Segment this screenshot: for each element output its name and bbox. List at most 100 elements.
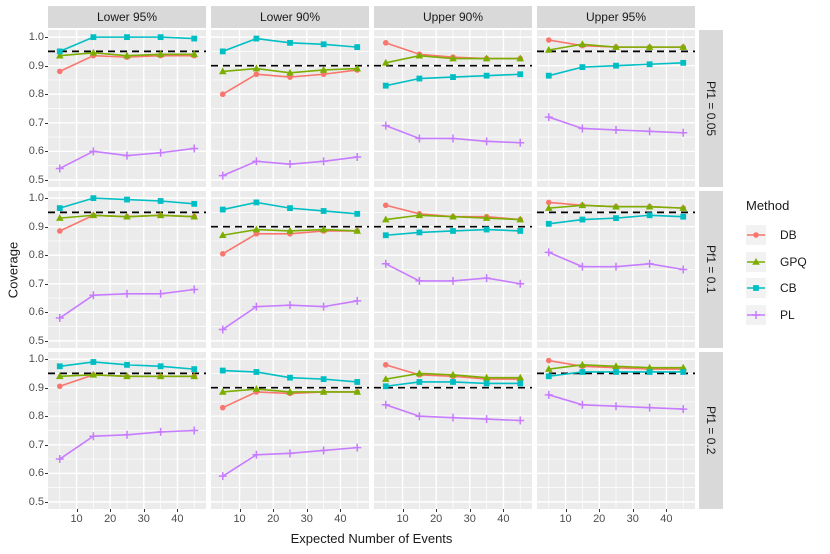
db-point — [382, 202, 389, 209]
gpq-point — [645, 43, 654, 50]
x-tick-label: 10 — [70, 513, 83, 525]
y-tick-label: 0.7 — [28, 438, 44, 451]
pl-point — [218, 472, 227, 481]
gpq-point — [252, 225, 261, 233]
panel-lower90-pf1005 — [211, 30, 369, 187]
y-tick-mark — [45, 198, 48, 200]
x-tick-mark — [340, 509, 342, 512]
gpq-point — [89, 370, 98, 378]
db-point — [382, 362, 389, 368]
x-axis-title: Expected Number of Events — [290, 531, 453, 546]
gpq-point — [449, 212, 457, 220]
y-tick-label: 0.6 — [28, 467, 44, 480]
pl-point — [89, 432, 98, 441]
cb-point — [545, 72, 552, 79]
panel-lower95-pf1005 — [48, 30, 206, 187]
gpq-point — [123, 51, 131, 59]
x-tick-label: 10 — [559, 513, 572, 525]
cb-point — [517, 71, 524, 78]
y-tick-label: 0.6 — [28, 145, 44, 158]
gpq-point — [286, 387, 294, 395]
y-tick-label: 0.9 — [28, 59, 44, 72]
pl-point — [449, 276, 457, 285]
pl-point — [516, 138, 525, 147]
legend-label-gpq: GPQ — [780, 254, 807, 269]
legend-key-triangle-icon — [746, 251, 766, 272]
cb-point — [450, 379, 456, 385]
cb-point — [646, 61, 653, 68]
cb-point — [90, 195, 97, 202]
pl-point — [415, 276, 424, 285]
pl-point — [286, 449, 294, 458]
db-point — [545, 199, 552, 206]
gpq-point — [482, 373, 491, 381]
cb-point — [613, 215, 619, 222]
gpq-point — [353, 226, 362, 234]
db-point — [320, 71, 327, 78]
pl-point — [353, 153, 362, 162]
legend-label-db: DB — [780, 228, 797, 242]
gpq-point — [415, 51, 424, 59]
facet-strip-lower95: Lower 95% — [48, 6, 206, 28]
gpq-point — [482, 214, 491, 221]
cb-point — [320, 208, 327, 214]
db-point — [253, 71, 260, 78]
y-tick-mark — [45, 122, 48, 124]
pl-point — [190, 426, 199, 435]
cb-point — [450, 228, 456, 234]
pl-point — [252, 157, 261, 166]
pl-point — [679, 128, 688, 137]
cb-point — [416, 229, 423, 236]
gpq-point — [544, 365, 553, 372]
y-tick-label: 0.6 — [28, 306, 44, 319]
cb-point — [124, 34, 130, 41]
gpq-point — [578, 360, 587, 368]
db-point — [56, 228, 63, 234]
pl-point — [286, 160, 294, 169]
cb-point — [613, 62, 619, 69]
cb-point — [680, 59, 687, 66]
gpq-point — [578, 201, 587, 209]
gpq-point — [449, 54, 457, 62]
db-point — [56, 383, 63, 390]
gpq-point — [415, 369, 424, 377]
y-tick-label: 0.5 — [28, 173, 44, 186]
cb-point — [646, 369, 653, 375]
cb-point — [753, 285, 759, 291]
db-point — [253, 231, 260, 237]
cb-point — [90, 34, 97, 41]
panel-upper90-pf1005 — [374, 30, 532, 187]
pl-point — [612, 262, 620, 271]
cb-point — [483, 72, 490, 79]
pl-point — [252, 450, 261, 459]
x-tick-label: 30 — [137, 513, 150, 525]
cb-point — [680, 369, 687, 375]
y-tick-label: 0.5 — [28, 495, 44, 508]
y-tick-label: 0.8 — [28, 88, 44, 101]
pl-point — [449, 413, 457, 422]
gpq-point — [645, 202, 654, 210]
y-tick-label: 1.0 — [28, 353, 44, 366]
y-tick-label: 0.7 — [28, 116, 44, 129]
gpq-point — [544, 204, 553, 211]
facet-strip-pf101: Pf1 = 0.1 — [699, 191, 723, 348]
gpq-point — [449, 370, 457, 378]
gpq-point — [156, 372, 165, 380]
x-tick-label: 40 — [334, 513, 347, 525]
cb-point — [90, 359, 97, 365]
x-tick-mark — [565, 509, 567, 512]
pl-point — [190, 144, 199, 153]
pl-point — [123, 151, 131, 160]
pl-point — [578, 124, 587, 133]
cb-point — [253, 199, 260, 206]
y-tick-label: 0.5 — [28, 334, 44, 347]
y-tick-mark — [45, 226, 48, 228]
cb-point — [579, 64, 586, 71]
cb-point — [517, 228, 524, 234]
gpq-point — [319, 225, 328, 233]
x-tick-mark — [273, 509, 275, 512]
pl-point — [89, 291, 98, 300]
pl-point — [123, 289, 131, 298]
pl-point — [381, 259, 390, 268]
db-point — [219, 251, 226, 257]
